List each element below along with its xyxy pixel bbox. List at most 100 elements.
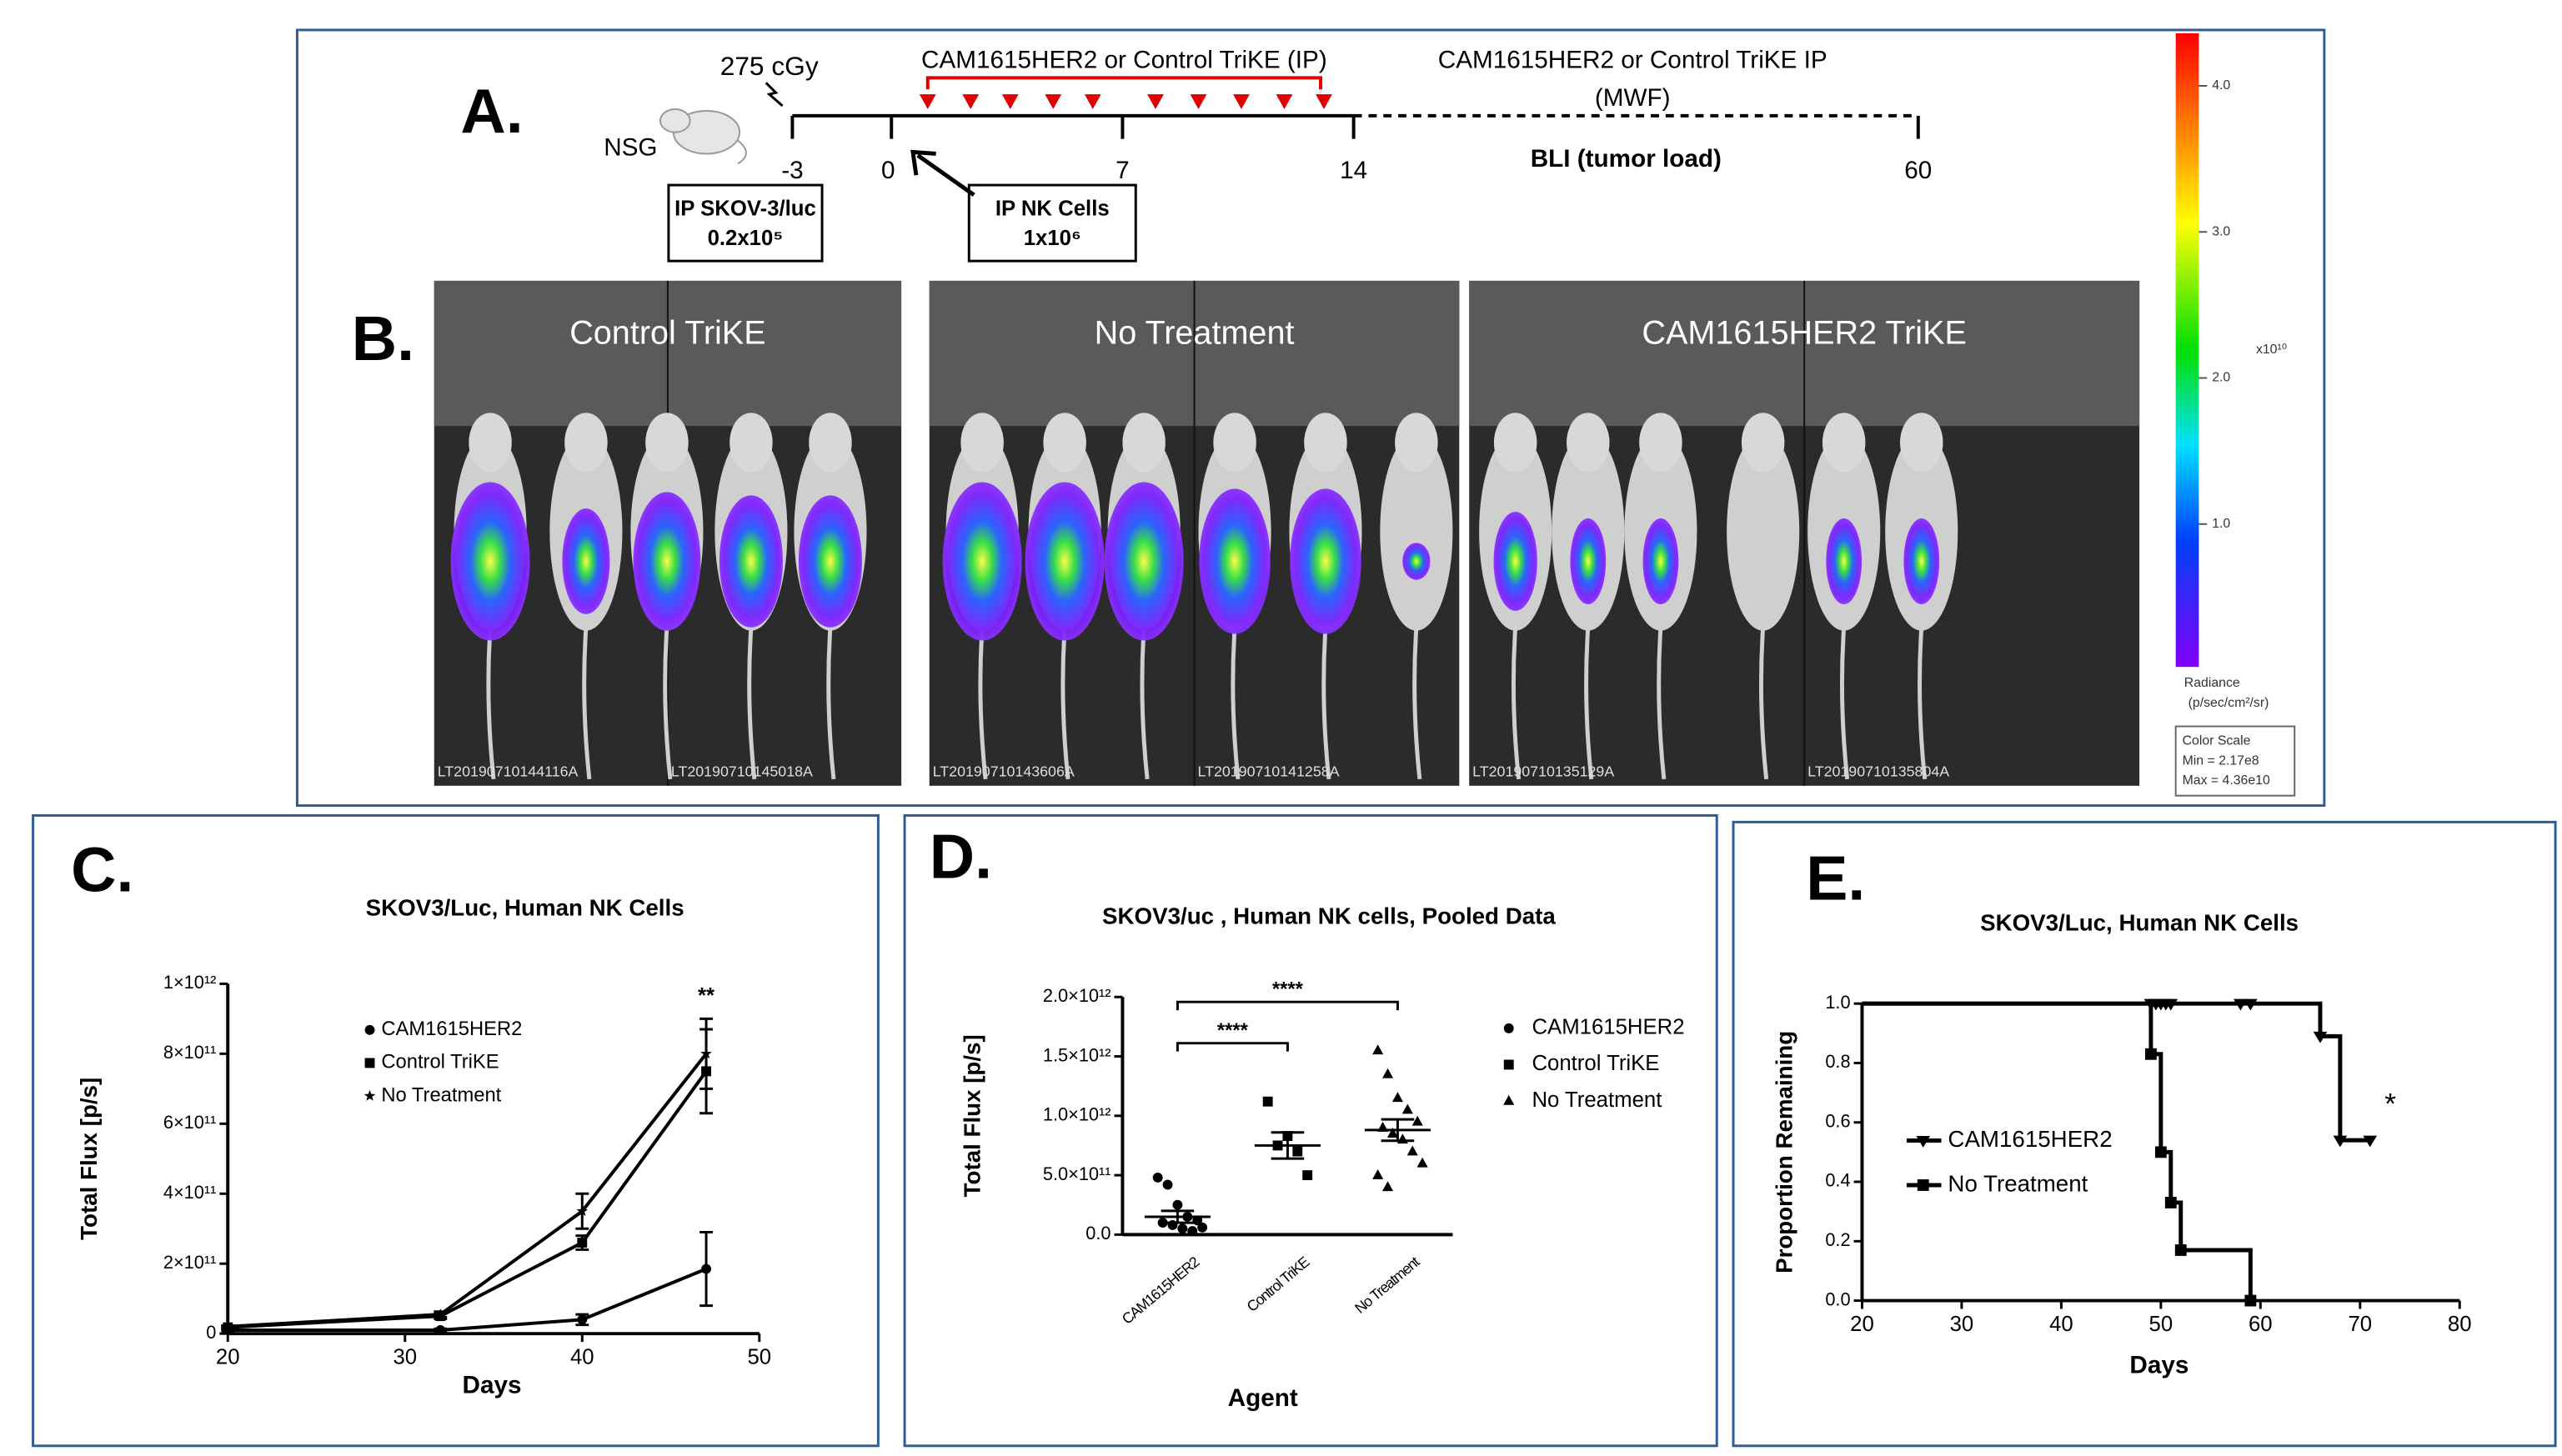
data-point <box>1177 1223 1188 1234</box>
color-bar-tick-label: 2.0 <box>2212 371 2230 385</box>
mouse-tail <box>1412 627 1422 780</box>
chart-title: SKOV3/Luc, Human NK Cells <box>1980 909 2299 935</box>
y-tick-label: 2×10¹¹ <box>163 1252 217 1273</box>
bli-image-id: LT20190710143606A <box>933 763 1075 780</box>
mouse-tail <box>1511 627 1522 780</box>
color-bar-label: Radiance <box>2184 676 2240 690</box>
data-point <box>577 1314 588 1325</box>
y-tick-label: 6×10¹¹ <box>163 1112 217 1133</box>
injection-arrow <box>916 153 975 197</box>
legend-label: No Treatment <box>1948 1170 2088 1196</box>
legend-label: CAM1615HER2 <box>381 1018 522 1040</box>
y-tick-label: 0.2 <box>1825 1229 1850 1250</box>
data-point <box>2163 998 2178 1011</box>
error-bar <box>1161 1209 1195 1224</box>
color-bar <box>2175 33 2199 668</box>
x-tick-label: 20 <box>216 1346 240 1369</box>
data-point <box>1401 1103 1413 1114</box>
mouse-tail <box>1657 627 1667 780</box>
dose-arrow <box>1276 94 1293 109</box>
mouse-head <box>645 413 689 473</box>
bli-group-title: CAM1615HER2 TriKE <box>1642 315 1966 352</box>
color-bar-multiplier: x10¹⁰ <box>2256 343 2287 357</box>
injection-box <box>967 183 1137 263</box>
color-bar-tick-label: 4.0 <box>2212 78 2230 93</box>
mouse-tail <box>582 627 592 780</box>
legend-label: Control TriKE <box>381 1051 499 1073</box>
y-tick-label: 1.0×10¹² <box>1043 1104 1111 1125</box>
mouse-head <box>1639 413 1682 473</box>
dose-bracket <box>925 76 1323 90</box>
data-point <box>1172 1199 1183 1210</box>
treatment-phase1: CAM1615HER2 or Control TriKE (IP) <box>921 46 1327 73</box>
panel-letter: D. <box>930 822 992 892</box>
bli-image-id: LT20190710135804A <box>1807 763 1949 780</box>
injection-box <box>667 183 824 263</box>
data-point <box>1302 1170 1313 1181</box>
significance-annotation: **** <box>1217 1019 1249 1042</box>
panel-letter: A. <box>460 76 523 146</box>
treatment-phase2: CAM1615HER2 or Control TriKE IP <box>1438 46 1827 73</box>
injection-arrow-head <box>910 149 936 176</box>
mouse-body <box>1727 433 1800 631</box>
mouse-tail <box>1758 627 1769 780</box>
data-point <box>1162 1179 1173 1190</box>
x-axis-label: Days <box>2129 1352 2188 1379</box>
error-bar <box>1271 1131 1305 1160</box>
mouse-head <box>1493 413 1537 473</box>
mouse-head <box>1043 413 1086 473</box>
x-tick-label: 40 <box>570 1346 594 1369</box>
data-point <box>2313 1031 2328 1043</box>
y-tick-label: 0.4 <box>1825 1170 1850 1191</box>
x-tick-label: 50 <box>2149 1313 2173 1336</box>
mouse-tail <box>978 627 988 780</box>
x-tick-label: 50 <box>747 1346 771 1369</box>
injection-label: IP NK Cells <box>995 198 1110 221</box>
significance-bar <box>1176 1042 1289 1052</box>
data-point <box>2144 1048 2157 1060</box>
data-point <box>1386 1128 1399 1138</box>
legend-label: No Treatment <box>1532 1088 1662 1112</box>
data-point <box>2363 1135 2378 1148</box>
data-point <box>1187 1226 1198 1237</box>
bli-group-title: No Treatment <box>1095 315 1295 352</box>
data-point <box>1382 1181 1394 1192</box>
y-tick-label: 1×10¹² <box>163 972 217 993</box>
significance-bar <box>1176 1000 1399 1011</box>
bli-signal <box>1104 482 1184 641</box>
timeline-tick-label: 0 <box>881 157 895 184</box>
injection-label: IP SKOV-3/luc <box>674 198 816 221</box>
y-tick-label: 1.5×10¹² <box>1043 1044 1111 1065</box>
timeline-tick-label: -3 <box>781 157 803 184</box>
x-axis-label: Days <box>463 1371 522 1398</box>
dose-arrow <box>1084 94 1101 109</box>
data-point <box>1391 1092 1403 1103</box>
bli-image-id: LT20190710135129A <box>1472 763 1614 780</box>
panel-c-frame <box>32 813 880 1448</box>
mouse-head <box>564 413 608 473</box>
data-point <box>2154 1146 2167 1158</box>
data-point <box>434 1308 447 1319</box>
y-axis-label: Proportion Remaining <box>1772 1031 1797 1273</box>
y-tick-label: 2.0×10¹² <box>1043 985 1111 1006</box>
panel-letter: E. <box>1806 843 1865 913</box>
injection-dose: 0.2x10⁵ <box>708 227 784 250</box>
data-point <box>1262 1096 1273 1107</box>
panel-letter: C. <box>71 835 133 905</box>
legend-marker <box>364 1058 375 1068</box>
data-point <box>700 1048 712 1059</box>
mouse-tail <box>747 627 757 780</box>
mouse-tail <box>1918 627 1928 780</box>
y-tick-label: 4×10¹¹ <box>163 1182 217 1203</box>
data-point <box>577 1238 588 1248</box>
bli-signal <box>1826 518 1863 604</box>
bli-image-id: LT20190710145018A <box>671 763 813 780</box>
mouse-head <box>1395 413 1438 473</box>
data-point <box>2244 1294 2257 1307</box>
chart-title: SKOV3/Luc, Human NK Cells <box>366 895 684 921</box>
bli-image-id: LT20190710144116A <box>438 763 579 780</box>
mouse-tail <box>1321 627 1331 780</box>
panel-d-frame <box>903 813 1718 1448</box>
dose-arrow <box>1233 94 1250 109</box>
